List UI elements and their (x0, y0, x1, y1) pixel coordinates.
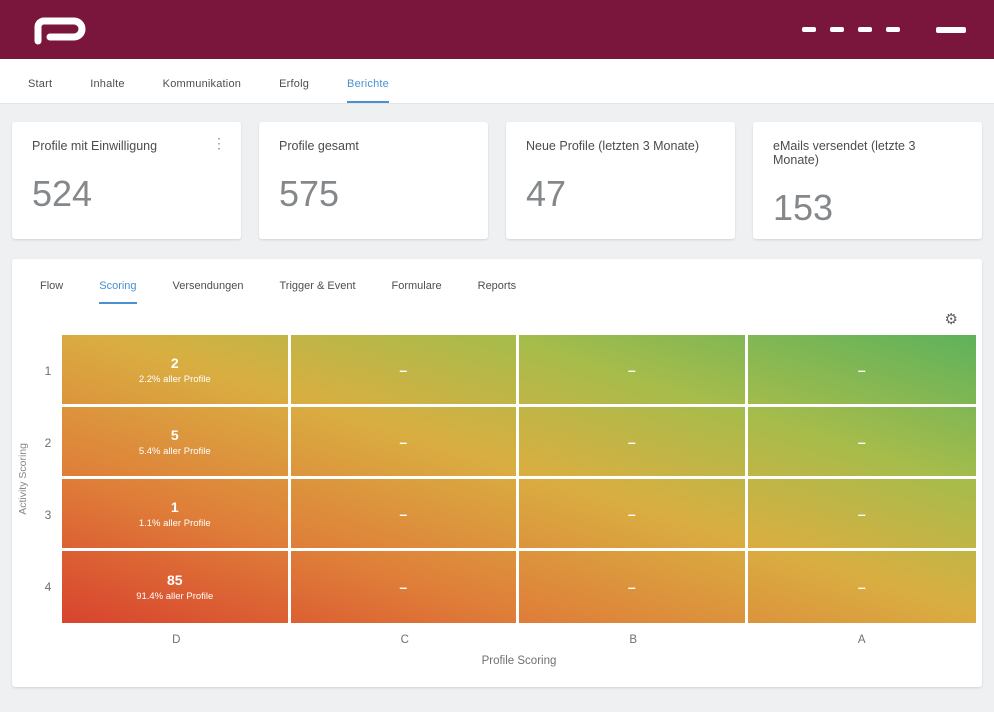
stat-card-title: Profile gesamt (279, 139, 359, 153)
heatmap-cell-4A[interactable]: – (857, 579, 866, 595)
stat-card-emails: eMails versendet (letzte 3 Monate) 153 (753, 122, 982, 239)
nav-tab-inhalte[interactable]: Inhalte (90, 78, 125, 90)
row-label: 4 (44, 580, 52, 594)
settings-gear-icon[interactable]: ⚙ (944, 311, 958, 328)
scoring-heatmap: Activity Scoring 1 2 3 4 2 2.2% aller Pr… (12, 335, 982, 683)
report-panel: Flow Scoring Versendungen Trigger & Even… (12, 259, 982, 687)
heatmap-cell-1A[interactable]: – (747, 335, 976, 407)
stat-card-value: 575 (279, 173, 340, 214)
heatmap-cell-2D[interactable]: 5 5.4% aller Profile (62, 407, 291, 479)
topbar-menu-item[interactable] (830, 27, 844, 32)
heatmap-cell-3A[interactable]: – (747, 479, 976, 551)
heatmap-cell-1D[interactable]: 2 2.2% aller Profile (62, 335, 291, 407)
main-navigation: Start Inhalte Kommunikation Erfolg Beric… (0, 59, 994, 104)
tab-scoring[interactable]: Scoring (99, 259, 137, 304)
col-label: B (629, 634, 638, 646)
y-axis-label: Activity Scoring (17, 443, 29, 515)
kebab-menu-icon[interactable]: ⋮ (212, 135, 226, 151)
heatmap-cell-3D[interactable]: 1 1.1% aller Profile (62, 479, 291, 551)
heatmap-cell-1C[interactable]: – (290, 335, 519, 407)
tab-trigger-event[interactable]: Trigger & Event (279, 280, 356, 292)
heatmap-cell-2B[interactable]: – (519, 407, 748, 479)
heatmap-cell-4C[interactable]: – (291, 551, 519, 623)
nav-tab-erfolg[interactable]: Erfolg (279, 78, 310, 90)
topbar-menu-item[interactable] (886, 27, 900, 32)
nav-tab-kommunikation[interactable]: Kommunikation (162, 78, 242, 90)
stat-card-value: 153 (773, 187, 834, 228)
stat-card-title: Profile mit Einwilligung (32, 139, 158, 153)
report-tabs: Flow Scoring Versendungen Trigger & Even… (12, 259, 982, 304)
nav-tab-start[interactable]: Start (28, 78, 53, 90)
tab-formulare[interactable]: Formulare (391, 280, 442, 292)
heatmap-cell-4D[interactable]: 85 91.4% aller Profile (62, 551, 291, 623)
col-label: C (400, 634, 409, 646)
tab-flow[interactable]: Flow (40, 280, 64, 292)
stat-card-title: Neue Profile (letzten 3 Monate) (526, 139, 700, 153)
stat-cards-row: Profile mit Einwilligung ⋮ 524 Profile g… (12, 122, 982, 239)
heatmap-cell-3C[interactable]: – (290, 479, 519, 551)
heatmap-cell-3B[interactable]: – (519, 479, 748, 551)
panel-toolbar: ⚙ (12, 304, 982, 335)
col-label: D (172, 634, 181, 646)
row-label: 3 (44, 508, 52, 522)
top-bar (0, 0, 994, 59)
row-label: 2 (44, 436, 52, 450)
row-label: 1 (44, 364, 52, 378)
stat-card-title: eMails versendet (letzte 3 Monate) (773, 139, 916, 167)
y-axis-ticks: 1 2 3 4 (34, 335, 62, 623)
x-axis-label: Profile Scoring (481, 655, 557, 667)
nav-tab-berichte[interactable]: Berichte (347, 59, 389, 103)
tab-versendungen[interactable]: Versendungen (172, 280, 244, 292)
stat-card-neue-profile: Neue Profile (letzten 3 Monate) 47 (506, 122, 735, 239)
topbar-menu-item[interactable] (802, 27, 816, 32)
topbar-menu (802, 26, 966, 33)
heatmap-cell-2C[interactable]: – (290, 407, 519, 479)
stat-card-value: 47 (526, 173, 567, 214)
stat-card-einwilligung: Profile mit Einwilligung ⋮ 524 (12, 122, 241, 239)
topbar-menu-toggle[interactable] (936, 26, 966, 33)
brand-logo-icon (34, 17, 86, 44)
heatmap-cell-2A[interactable]: – (747, 407, 976, 479)
heatmap-cell-1B[interactable]: – (519, 335, 748, 407)
heatmap-grid: 2 2.2% aller Profile – – – 5 5.4% a (62, 335, 976, 623)
col-label: A (857, 634, 866, 646)
heatmap-cell-4B[interactable]: – (519, 551, 748, 623)
x-axis-ticks: D C B A (62, 623, 976, 648)
topbar-menu-item[interactable] (858, 27, 872, 32)
stat-card-gesamt: Profile gesamt 575 (259, 122, 488, 239)
stat-card-value: 524 (32, 173, 93, 214)
tab-reports[interactable]: Reports (477, 280, 517, 292)
